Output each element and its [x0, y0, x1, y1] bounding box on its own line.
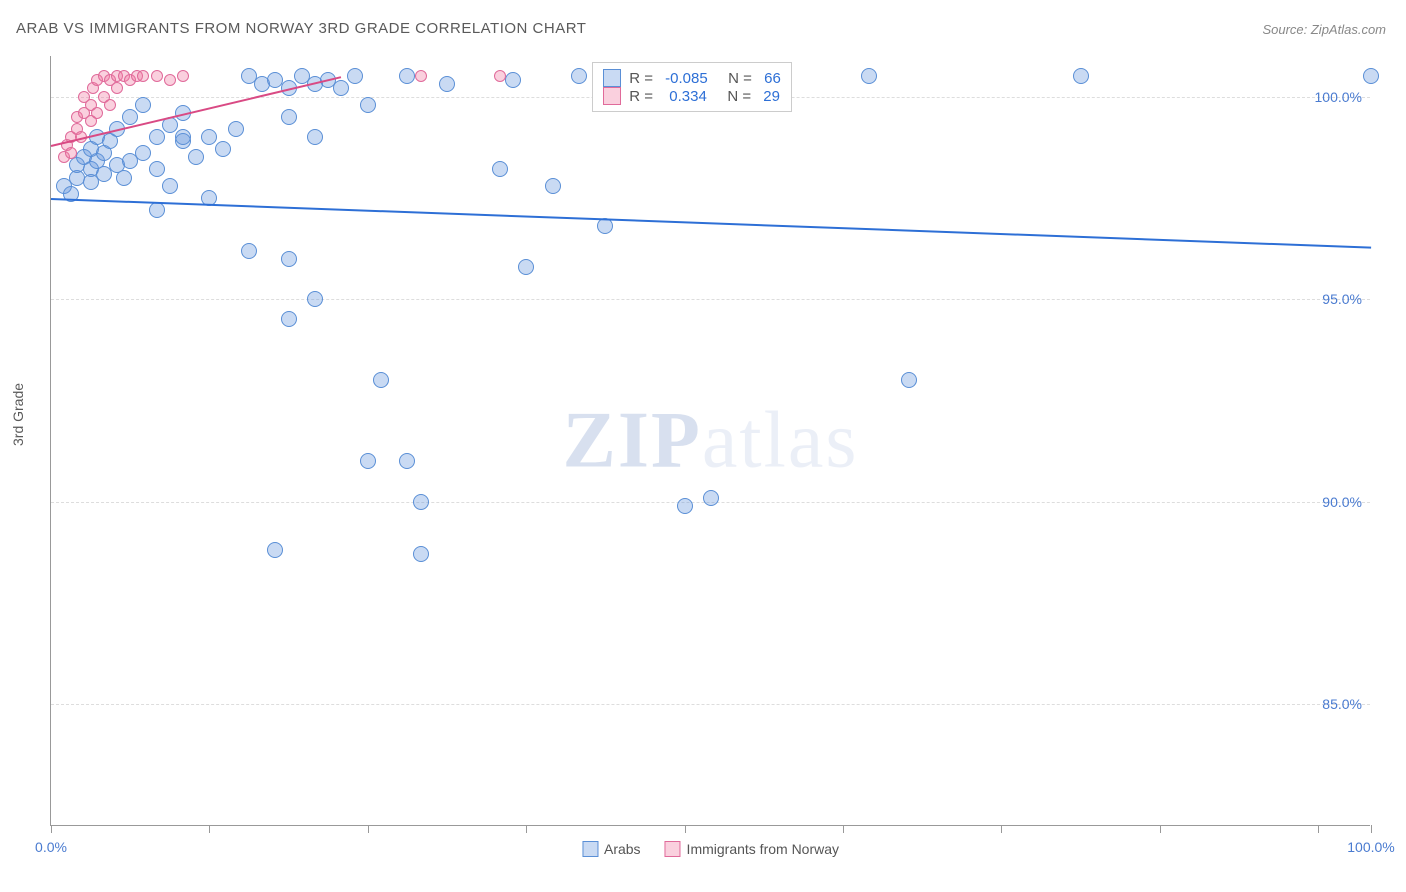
- source-attribution: Source: ZipAtlas.com: [1262, 22, 1386, 37]
- scatter-point: [116, 170, 132, 186]
- scatter-point: [164, 74, 176, 86]
- x-tick-label: 0.0%: [35, 839, 67, 855]
- stats-legend-row: R = 0.334 N = 29: [603, 87, 781, 105]
- scatter-point: [307, 291, 323, 307]
- scatter-point: [201, 129, 217, 145]
- scatter-point: [91, 107, 103, 119]
- scatter-point: [281, 311, 297, 327]
- watermark-zip: ZIP: [563, 396, 702, 484]
- scatter-point: [149, 161, 165, 177]
- scatter-point: [677, 498, 693, 514]
- scatter-point: [413, 546, 429, 562]
- y-tick-label: 90.0%: [1322, 494, 1362, 510]
- scatter-point: [901, 372, 917, 388]
- scatter-point: [333, 80, 349, 96]
- x-tick: [843, 825, 844, 833]
- scatter-point: [399, 453, 415, 469]
- gridline-h: [51, 299, 1370, 300]
- scatter-point: [162, 178, 178, 194]
- scatter-point: [861, 68, 877, 84]
- legend-swatch: [665, 841, 681, 857]
- stats-n-label: N =: [715, 88, 755, 105]
- scatter-point: [505, 72, 521, 88]
- scatter-point: [149, 202, 165, 218]
- scatter-point: [122, 109, 138, 125]
- x-tick: [368, 825, 369, 833]
- scatter-point: [135, 97, 151, 113]
- scatter-point: [703, 490, 719, 506]
- series-legend-item: Arabs: [582, 841, 641, 857]
- chart-container: ARAB VS IMMIGRANTS FROM NORWAY 3RD GRADE…: [10, 10, 1396, 882]
- watermark: ZIPatlas: [563, 395, 859, 486]
- scatter-point: [215, 141, 231, 157]
- legend-swatch: [603, 87, 621, 105]
- x-tick: [1160, 825, 1161, 833]
- scatter-point: [149, 129, 165, 145]
- series-legend-label: Immigrants from Norway: [687, 841, 839, 857]
- scatter-point: [175, 129, 191, 145]
- x-tick-label: 100.0%: [1347, 839, 1394, 855]
- x-tick: [1318, 825, 1319, 833]
- stats-r-label: R =: [629, 88, 657, 105]
- scatter-point: [177, 70, 189, 82]
- scatter-point: [360, 97, 376, 113]
- legend-swatch: [582, 841, 598, 857]
- chart-title: ARAB VS IMMIGRANTS FROM NORWAY 3RD GRADE…: [10, 10, 1396, 47]
- scatter-point: [241, 243, 257, 259]
- y-tick-label: 95.0%: [1322, 291, 1362, 307]
- scatter-point: [518, 259, 534, 275]
- scatter-point: [545, 178, 561, 194]
- stats-legend: R = -0.085 N = 66R = 0.334 N = 29: [592, 62, 792, 112]
- scatter-point: [399, 68, 415, 84]
- gridline-h: [51, 704, 1370, 705]
- scatter-point: [492, 161, 508, 177]
- x-tick: [526, 825, 527, 833]
- scatter-point: [65, 147, 77, 159]
- stats-r-value: 0.334: [665, 88, 707, 105]
- scatter-point: [151, 70, 163, 82]
- scatter-point: [494, 70, 506, 82]
- x-tick: [1371, 825, 1372, 833]
- scatter-point: [347, 68, 363, 84]
- series-legend-label: Arabs: [604, 841, 641, 857]
- scatter-point: [413, 494, 429, 510]
- y-tick-label: 85.0%: [1322, 696, 1362, 712]
- plot-area: ZIPatlas 85.0%90.0%95.0%100.0%0.0%100.0%…: [50, 56, 1370, 826]
- scatter-point: [373, 372, 389, 388]
- x-tick: [209, 825, 210, 833]
- y-axis-label: 3rd Grade: [10, 383, 26, 446]
- scatter-point: [1363, 68, 1379, 84]
- scatter-point: [111, 82, 123, 94]
- legend-swatch: [603, 69, 621, 87]
- scatter-point: [137, 70, 149, 82]
- stats-n-value: 66: [764, 70, 781, 87]
- x-tick: [1001, 825, 1002, 833]
- scatter-point: [571, 68, 587, 84]
- series-legend-item: Immigrants from Norway: [665, 841, 839, 857]
- scatter-point: [439, 76, 455, 92]
- scatter-point: [360, 453, 376, 469]
- stats-n-value: 29: [763, 88, 780, 105]
- series-legend: Arabs Immigrants from Norway: [582, 841, 839, 857]
- stats-r-label: R =: [629, 70, 657, 87]
- y-tick-label: 100.0%: [1315, 89, 1362, 105]
- stats-r-value: -0.085: [665, 70, 708, 87]
- scatter-point: [1073, 68, 1089, 84]
- scatter-point: [307, 129, 323, 145]
- scatter-point: [104, 99, 116, 111]
- trend-line: [51, 198, 1371, 249]
- x-tick: [51, 825, 52, 833]
- scatter-point: [415, 70, 427, 82]
- scatter-point: [228, 121, 244, 137]
- x-tick: [685, 825, 686, 833]
- scatter-point: [267, 542, 283, 558]
- scatter-point: [281, 251, 297, 267]
- watermark-atlas: atlas: [702, 396, 859, 484]
- scatter-point: [281, 109, 297, 125]
- scatter-point: [135, 145, 151, 161]
- scatter-point: [188, 149, 204, 165]
- stats-legend-row: R = -0.085 N = 66: [603, 69, 781, 87]
- stats-n-label: N =: [716, 70, 756, 87]
